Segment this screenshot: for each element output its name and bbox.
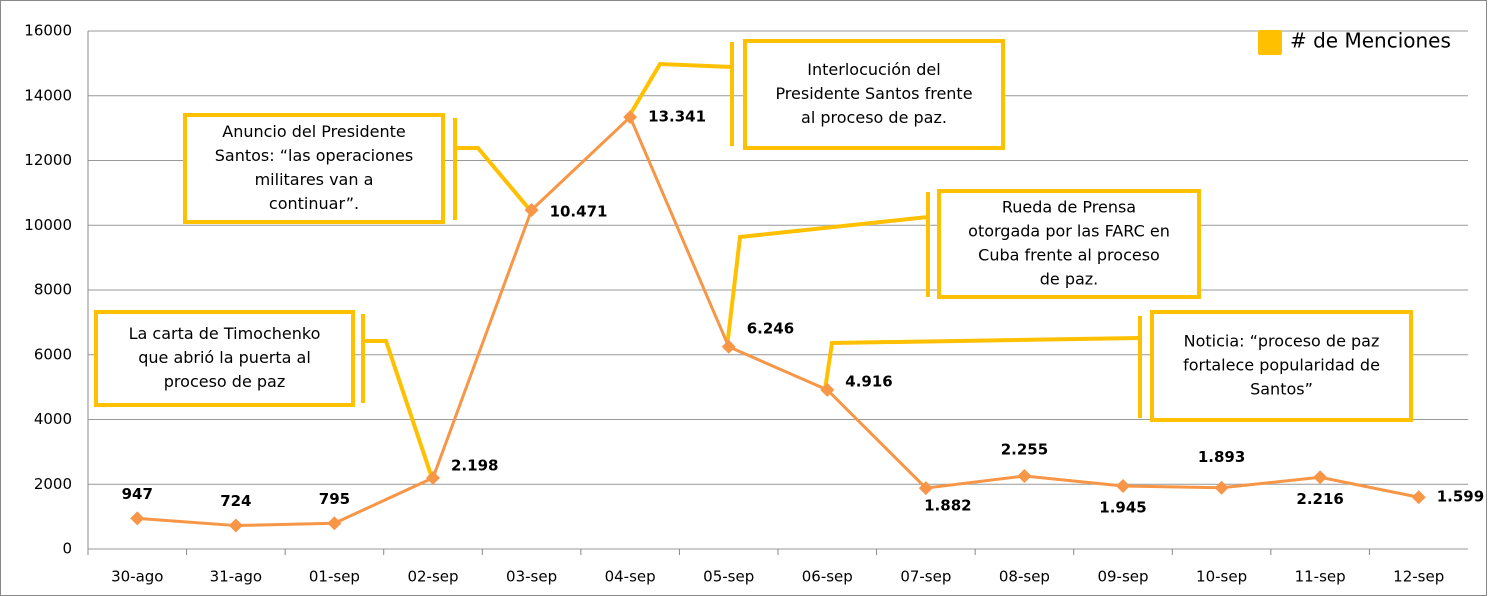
value-label: 10.471 bbox=[550, 203, 608, 221]
data-point bbox=[327, 516, 342, 531]
annotation-text: Santos: “las operaciones bbox=[215, 146, 413, 165]
callout-connector bbox=[363, 339, 434, 479]
y-tick-label: 4000 bbox=[34, 410, 72, 428]
data-point bbox=[1313, 470, 1328, 485]
callout-box bbox=[183, 113, 445, 224]
value-label: 1.882 bbox=[924, 497, 971, 515]
data-point bbox=[1214, 480, 1229, 495]
data-point bbox=[228, 518, 243, 533]
annotation-text: Anuncio del Presidente bbox=[222, 122, 406, 141]
annotation-text: continuar”. bbox=[269, 194, 359, 213]
value-label: 1.893 bbox=[1198, 448, 1245, 466]
y-tick-label: 10000 bbox=[24, 216, 72, 234]
data-point bbox=[1411, 490, 1426, 505]
x-tick-label: 12-sep bbox=[1393, 568, 1444, 586]
y-tick-label: 6000 bbox=[34, 345, 72, 363]
callout-box bbox=[743, 39, 1005, 150]
annotation-text: militares van a bbox=[255, 170, 374, 189]
data-point bbox=[524, 203, 539, 218]
data-point bbox=[1116, 479, 1130, 494]
data-point bbox=[1017, 468, 1032, 483]
y-tick-label: 2000 bbox=[34, 475, 72, 493]
annotation-text: Rueda de Prensa bbox=[1002, 198, 1136, 217]
x-tick-label: 08-sep bbox=[999, 568, 1050, 586]
annotation-text: La carta de Timochenko bbox=[129, 324, 321, 343]
x-tick-label: 09-sep bbox=[1097, 568, 1148, 586]
annotation-text: Interlocución del bbox=[807, 60, 940, 79]
annotation-text: proceso de paz bbox=[164, 372, 285, 391]
annotation-text: fortalece popularidad de bbox=[1183, 356, 1380, 375]
x-tick-label: 03-sep bbox=[506, 568, 557, 586]
annotation-text: al proceso de paz. bbox=[801, 108, 947, 127]
value-label: 795 bbox=[319, 490, 350, 508]
callout-box bbox=[937, 189, 1201, 299]
x-tick-label: 02-sep bbox=[407, 568, 458, 586]
annotation-text: otorgada por las FARC en bbox=[968, 222, 1170, 241]
series-line bbox=[137, 114, 1420, 528]
value-label: 1.599 bbox=[1437, 488, 1484, 506]
value-label: 2.255 bbox=[1001, 440, 1048, 458]
x-tick-label: 06-sep bbox=[802, 568, 853, 586]
x-tick-label: 07-sep bbox=[900, 568, 951, 586]
data-point bbox=[918, 481, 933, 496]
annotation-text: Presidente Santos frente bbox=[775, 84, 972, 103]
annotation-text: de paz. bbox=[1040, 270, 1099, 289]
callout-connector bbox=[626, 61, 733, 120]
value-label: 2.198 bbox=[451, 456, 498, 474]
value-label: 2.216 bbox=[1296, 490, 1343, 508]
data-point bbox=[721, 339, 736, 354]
legend-label: # de Menciones bbox=[1290, 29, 1451, 53]
y-tick-label: 12000 bbox=[24, 151, 72, 169]
value-label: 4.916 bbox=[845, 372, 892, 390]
x-tick-label: 01-sep bbox=[309, 568, 360, 586]
callout-box bbox=[1150, 310, 1413, 422]
value-label: 947 bbox=[122, 485, 153, 503]
y-tick-label: 0 bbox=[62, 540, 72, 558]
callout-connector bbox=[455, 146, 532, 212]
callout-connector bbox=[725, 215, 929, 348]
annotation-text: Cuba frente al proceso bbox=[978, 246, 1160, 265]
x-tick-label: 04-sep bbox=[605, 568, 656, 586]
data-point bbox=[426, 470, 440, 485]
x-tick-label: 05-sep bbox=[703, 568, 754, 586]
data-point bbox=[623, 110, 638, 125]
callout-box bbox=[94, 310, 355, 407]
data-point bbox=[820, 382, 835, 397]
annotation-text: que abrió la puerta al bbox=[138, 348, 311, 367]
x-tick-label: 10-sep bbox=[1196, 568, 1247, 586]
y-tick-label: 16000 bbox=[24, 22, 72, 40]
value-label: 6.246 bbox=[747, 319, 794, 337]
y-tick-label: 8000 bbox=[34, 281, 72, 299]
callout-connector bbox=[823, 336, 1141, 391]
value-label: 1.945 bbox=[1099, 499, 1146, 517]
data-point bbox=[130, 511, 145, 526]
value-label: 724 bbox=[220, 492, 251, 510]
legend-swatch bbox=[1258, 30, 1282, 55]
annotation-text: Noticia: “proceso de paz bbox=[1184, 332, 1380, 351]
annotation-text: Santos” bbox=[1250, 380, 1313, 399]
x-tick-label: 31-ago bbox=[210, 568, 262, 586]
value-label: 13.341 bbox=[648, 108, 706, 126]
x-tick-label: 11-sep bbox=[1295, 568, 1346, 586]
x-tick-label: 30-ago bbox=[111, 568, 163, 586]
y-tick-label: 14000 bbox=[24, 86, 72, 104]
